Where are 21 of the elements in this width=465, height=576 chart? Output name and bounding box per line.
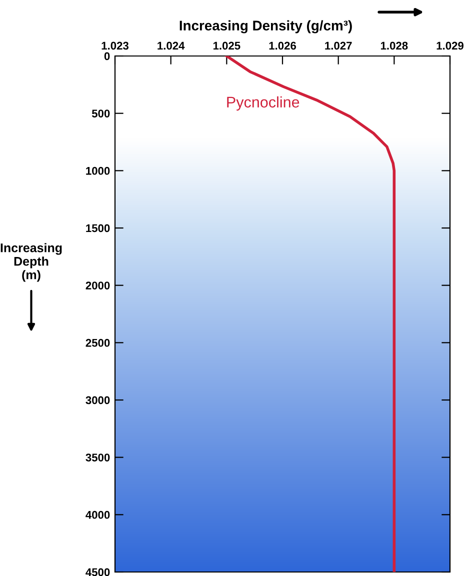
y-tick-label: 3500 (86, 454, 110, 462)
y-tick-label: 2500 (86, 338, 110, 347)
x-tick-label: 1.027 (325, 42, 352, 50)
y-tick-label: 1500 (86, 224, 110, 232)
y-axis-title: Increasing Depth (m) (0, 243, 62, 282)
line-series (225, 56, 396, 572)
y-tick-label: 4000 (86, 510, 110, 519)
y-tick-label: 3000 (86, 396, 110, 404)
y-tick-label: 2000 (86, 282, 110, 290)
x-tick-label: 1.024 (158, 42, 185, 50)
y-tick-label: 1000 (86, 166, 110, 175)
x-tick-label: 1.026 (269, 42, 296, 50)
series-label: Pycnocline (227, 96, 300, 111)
x-tick-label: 1.025 (213, 42, 240, 50)
x-tick-label: 1.028 (380, 42, 408, 50)
x-tick-label: 1.029 (436, 42, 464, 50)
y-tick-label: 500 (92, 110, 110, 118)
x-tick-label: 1.023 (102, 42, 128, 50)
y-tick-label: 4500 (86, 568, 110, 576)
y-tick-label: 0 (104, 52, 110, 60)
x-axis-title: Increasing Density (g/cm³) (180, 20, 352, 34)
